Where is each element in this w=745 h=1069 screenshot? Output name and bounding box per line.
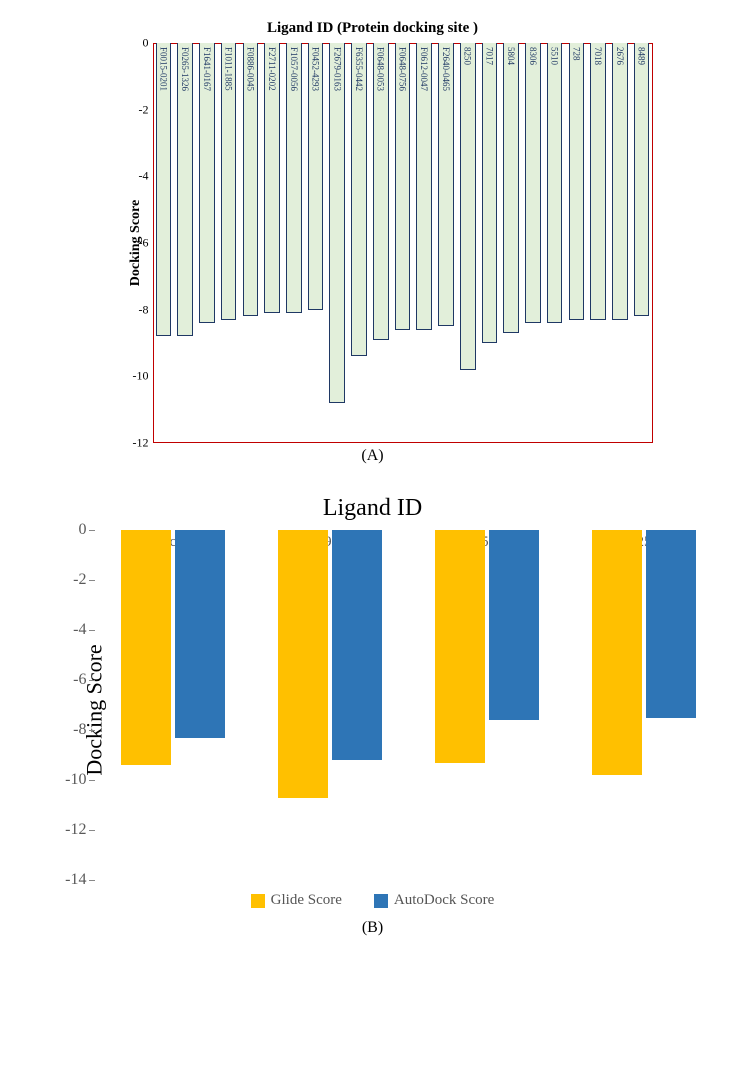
chart-b-ytick-label: -8 [53,721,87,739]
chart-b-legend-swatch [251,894,265,908]
chart-a-bar: 8250 [460,43,476,370]
chart-a-bar-label: F0648-0053 [376,47,386,91]
chart-a-bar-label: F0612-0047 [419,47,429,91]
chart-b-ytick-label: -10 [53,771,87,789]
chart-a-ytick: -6 [124,236,149,251]
chart-a-bar: F6355-0442 [351,43,367,356]
chart-a-title: Ligand ID (Protein docking site ) [20,20,725,37]
chart-a-bar: F0648-0053 [373,43,389,340]
chart-b-ytick-mark [89,780,95,781]
chart-a-container: Ligand ID (Protein docking site ) Dockin… [20,20,725,465]
chart-a-bar-label: 7018 [593,47,603,65]
chart-b-bar [435,530,485,763]
chart-a-bar: 5804 [503,43,519,333]
chart-a-bar: F1011-1885 [221,43,237,320]
chart-a: Docking Score 0-2-4-6-8-10-12 F0015-0201… [93,43,653,443]
chart-b-legend-swatch [374,894,388,908]
chart-a-bar-label: F0886-0045 [245,47,255,91]
chart-a-ytick: 0 [124,36,149,51]
chart-a-bar: F1057-0056 [286,43,302,313]
chart-b-legend-item: Glide Score [251,892,342,909]
chart-a-bar-label: F0265-1326 [180,47,190,91]
chart-a-bar-label: 5510 [550,47,560,65]
chart-a-ytick: -2 [124,102,149,117]
chart-a-bar: F0015-0201 [156,43,172,336]
chart-a-ytick: -10 [124,369,149,384]
chart-a-bar: 8306 [525,43,541,323]
chart-a-bar-label: F0452-4293 [311,47,321,91]
chart-a-bar-label: F2679-0163 [332,47,342,91]
chart-a-bar-label: 8306 [528,47,538,65]
chart-a-bar-label: F0015-0201 [158,47,168,91]
chart-a-bar: F2711-0202 [264,43,280,313]
chart-b-ytick-mark [89,580,95,581]
chart-a-bar-label: F1641-0167 [202,47,212,91]
chart-a-plot: F0015-0201 F0265-1326 F1641-0167 F1011-1885… [153,43,653,443]
chart-b-ytick-mark [89,680,95,681]
chart-a-bar-label: F6355-0442 [354,47,364,91]
chart-a-yticks: 0-2-4-6-8-10-12 [128,43,153,443]
chart-b-legend-label: Glide Score [271,892,342,909]
chart-b-bar [121,530,171,765]
chart-a-bar-label: F0648-0756 [397,47,407,91]
chart-a-bar: F0452-4293 [308,43,324,310]
chart-a-bar: F0886-0045 [243,43,259,316]
chart-a-bar-label: 8250 [463,47,473,65]
chart-b-title: Ligand ID [23,495,723,522]
chart-a-ytick: -8 [124,302,149,317]
chart-b-ytick-label: -2 [53,571,87,589]
chart-b-plot: 0-2-4-6-8-10-12-14Reference ligandF2679-… [95,530,723,880]
chart-a-bar: 7018 [590,43,606,320]
chart-a-bar-label: F2711-0202 [267,47,277,91]
chart-b-bar [592,530,642,775]
chart-a-bar: F2679-0163 [329,43,345,403]
chart-a-bar: F1641-0167 [199,43,215,323]
chart-a-bar-label: 8489 [637,47,647,65]
chart-a-ytick: -4 [124,169,149,184]
chart-b-bar [646,530,696,718]
chart-b-bar [489,530,539,720]
chart-a-ytick: -12 [124,436,149,451]
chart-b-container: Ligand ID Docking Score 0-2-4-6-8-10-12-… [23,495,723,925]
chart-b-ytick-mark [89,730,95,731]
chart-b-legend-item: AutoDock Score [374,892,494,909]
chart-b-caption: (B) [23,919,723,937]
chart-a-bar-label: F1057-0056 [289,47,299,91]
chart-a-bar-label: F2640-0465 [441,47,451,91]
chart-b-legend-label: AutoDock Score [394,892,494,909]
chart-a-bar: 2676 [612,43,628,320]
chart-b-ytick-label: -12 [53,821,87,839]
chart-b-ytick-label: -4 [53,621,87,639]
chart-b-ytick-mark [89,630,95,631]
chart-b-ytick-mark [89,530,95,531]
chart-a-bar: F0612-0047 [416,43,432,330]
chart-b-bar [175,530,225,738]
chart-b-ytick-label: 0 [53,521,87,539]
chart-a-bar: F0648-0756 [395,43,411,330]
chart-a-bar: F0265-1326 [177,43,193,336]
chart-a-bar: 728 [569,43,585,320]
chart-a-bar: 7017 [482,43,498,343]
chart-b-ytick-mark [89,830,95,831]
chart-b-bar [278,530,328,798]
chart-a-bar-label: 728 [571,47,581,61]
chart-b-legend: Glide Score AutoDock Score [23,892,723,913]
chart-a-bar-label: 5804 [506,47,516,65]
chart-a-bar-label: F1011-1885 [224,47,234,91]
chart-a-bar-label: 7017 [484,47,494,65]
chart-b-ytick-label: -14 [53,871,87,889]
chart-a-bar: 8489 [634,43,650,316]
chart-b-bar [332,530,382,760]
chart-a-bar: 5510 [547,43,563,323]
chart-b-ytick-label: -6 [53,671,87,689]
chart-a-bar: F2640-0465 [438,43,454,326]
chart-b-ytick-mark [89,880,95,881]
chart-a-bar-label: 2676 [615,47,625,65]
